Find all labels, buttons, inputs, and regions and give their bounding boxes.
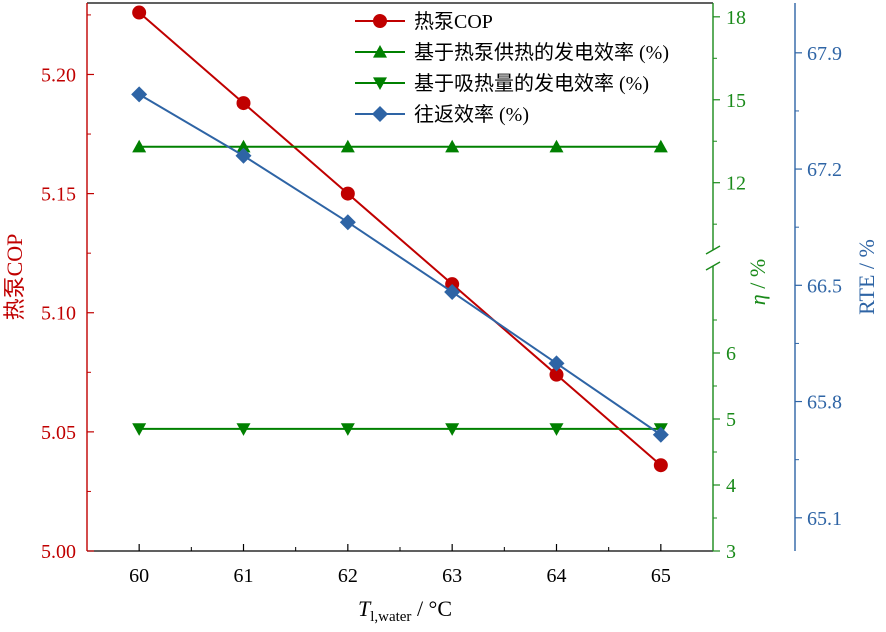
- axis-break-mark: [705, 245, 721, 255]
- right-tick-label: 65.8: [807, 392, 842, 414]
- data-point: [340, 139, 355, 153]
- data-point: [132, 139, 147, 153]
- middle-tick-label: 4: [726, 475, 736, 497]
- right-tick-label: 67.9: [807, 43, 842, 65]
- x-tick-label: 62: [338, 565, 358, 587]
- left-tick-label: 5.05: [41, 422, 76, 444]
- legend-label: 热泵COP: [414, 10, 493, 33]
- data-point: [339, 214, 356, 231]
- legend-marker: [373, 45, 387, 58]
- x-axis-label: Tl,water / °C: [358, 596, 452, 625]
- data-point: [445, 139, 460, 153]
- series-1: [132, 139, 668, 153]
- data-point: [653, 458, 668, 473]
- legend-entry: 基于热泵供热的发电效率 (%): [355, 41, 669, 64]
- data-point: [132, 5, 147, 20]
- data-point: [444, 283, 461, 300]
- legend-label: 基于吸热量的发电效率 (%): [414, 72, 649, 95]
- left-tick-label: 5.15: [41, 184, 76, 206]
- series-line: [138, 11, 662, 466]
- legend-marker: [372, 106, 388, 122]
- bottom-axis: 60 61 62 63 64 65 Tl,water / °C: [129, 544, 671, 625]
- data-point: [235, 147, 252, 164]
- right-tick-label: 66.5: [807, 275, 842, 297]
- legend-entry: 基于吸热量的发电效率 (%): [355, 72, 649, 95]
- data-point: [548, 355, 565, 372]
- x-tick-label: 64: [547, 565, 567, 587]
- middle-tick-label: 15: [726, 90, 746, 112]
- data-point: [132, 423, 147, 436]
- data-point: [236, 423, 251, 436]
- middle-tick-label: 18: [726, 7, 746, 29]
- middle-tick-label: 12: [726, 173, 746, 195]
- legend-label: 基于热泵供热的发电效率 (%): [414, 41, 669, 64]
- right-tick-label: 65.1: [807, 508, 842, 530]
- right-tick-label: 67.2: [807, 159, 842, 181]
- left-tick-label: 5.20: [41, 64, 76, 86]
- legend: 热泵COP 基于热泵供热的发电效率 (%) 基于吸热量的发电效率 (%) 往返效率 (…: [355, 10, 669, 126]
- x-tick-label: 65: [651, 565, 671, 587]
- legend-entry: 热泵COP: [355, 10, 493, 33]
- series-0: [132, 5, 668, 473]
- data-point: [236, 139, 251, 153]
- data-point: [549, 139, 564, 153]
- middle-axis-label: η / %: [745, 259, 770, 305]
- series-3: [131, 86, 669, 443]
- left-tick-label: 5.10: [41, 303, 76, 325]
- data-point: [445, 423, 460, 436]
- left-axis: 5.00 5.05 5.10 5.15 5.20 热泵COP: [2, 3, 94, 563]
- axis-break-mark: [705, 261, 721, 271]
- data-point: [340, 423, 355, 436]
- x-tick-label: 60: [129, 565, 149, 587]
- legend-marker: [373, 14, 387, 28]
- x-tick-label: 63: [442, 565, 462, 587]
- left-axis-label: 热泵COP: [2, 234, 27, 321]
- data-point: [236, 96, 251, 111]
- legend-entry: 往返效率 (%): [355, 103, 529, 126]
- left-tick-label: 5.00: [41, 541, 76, 563]
- data-point: [652, 426, 669, 443]
- data-point: [549, 423, 564, 436]
- legend-label: 往返效率 (%): [414, 103, 529, 126]
- right-axis-label: RTE / %: [854, 239, 879, 315]
- middle-tick-label: 3: [726, 541, 736, 563]
- data-point: [131, 86, 148, 103]
- x-tick-label: 61: [234, 565, 254, 587]
- legend-marker: [373, 77, 387, 90]
- middle-axis: 3 4 5 6 12 15 18 η / %: [705, 3, 770, 563]
- middle-tick-label: 5: [726, 409, 736, 431]
- series-2: [132, 423, 668, 436]
- series-layer: [131, 5, 669, 473]
- series-line: [138, 93, 662, 436]
- right-axis: 65.1 65.8 66.5 67.2 67.9 RTE / %: [794, 3, 879, 551]
- data-point: [653, 139, 668, 153]
- middle-tick-label: 6: [726, 343, 736, 365]
- data-point: [340, 186, 355, 201]
